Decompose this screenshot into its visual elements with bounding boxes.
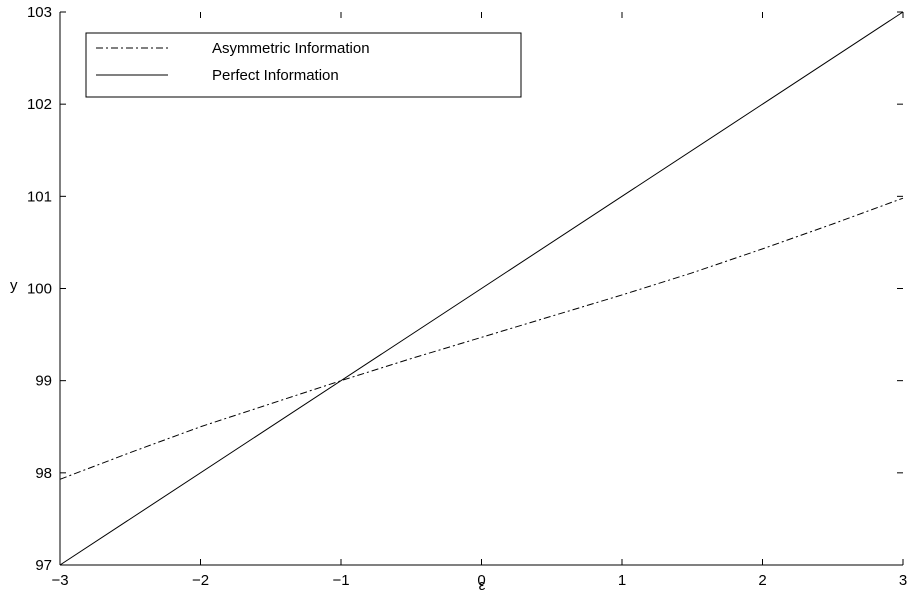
x-tick-label: −2 — [192, 572, 209, 589]
x-tick-label: 1 — [618, 572, 626, 589]
y-ticks: 97 98 99 100 101 102 103 — [27, 4, 903, 574]
x-tick-label: −1 — [332, 572, 349, 589]
x-axis-label: ε — [479, 577, 486, 594]
legend-label-perfect: Perfect Information — [212, 67, 339, 84]
series-line-perfect — [59, 11, 904, 566]
x-tick-label: 2 — [758, 572, 766, 589]
y-tick-label: 103 — [27, 4, 52, 21]
x-tick-label: −3 — [51, 572, 68, 589]
y-tick-label: 98 — [35, 465, 52, 482]
legend: Asymmetric Information Perfect Informati… — [85, 32, 522, 98]
series-group — [59, 11, 904, 566]
x-tick-label: 0 — [477, 572, 485, 589]
y-tick-label: 101 — [27, 188, 52, 205]
x-tick-label: 3 — [899, 572, 907, 589]
y-tick-label: 99 — [35, 373, 52, 390]
legend-label-asymmetric: Asymmetric Information — [212, 40, 370, 57]
y-tick-label: 97 — [35, 557, 52, 574]
series-line-asymmetric — [59, 197, 904, 480]
y-axis-label: y — [10, 277, 18, 294]
legend-box — [85, 32, 522, 98]
x-ticks: −3 −2 −1 0 1 2 3 — [51, 12, 907, 589]
y-tick-label: 102 — [27, 96, 52, 113]
y-tick-label: 100 — [27, 281, 52, 298]
